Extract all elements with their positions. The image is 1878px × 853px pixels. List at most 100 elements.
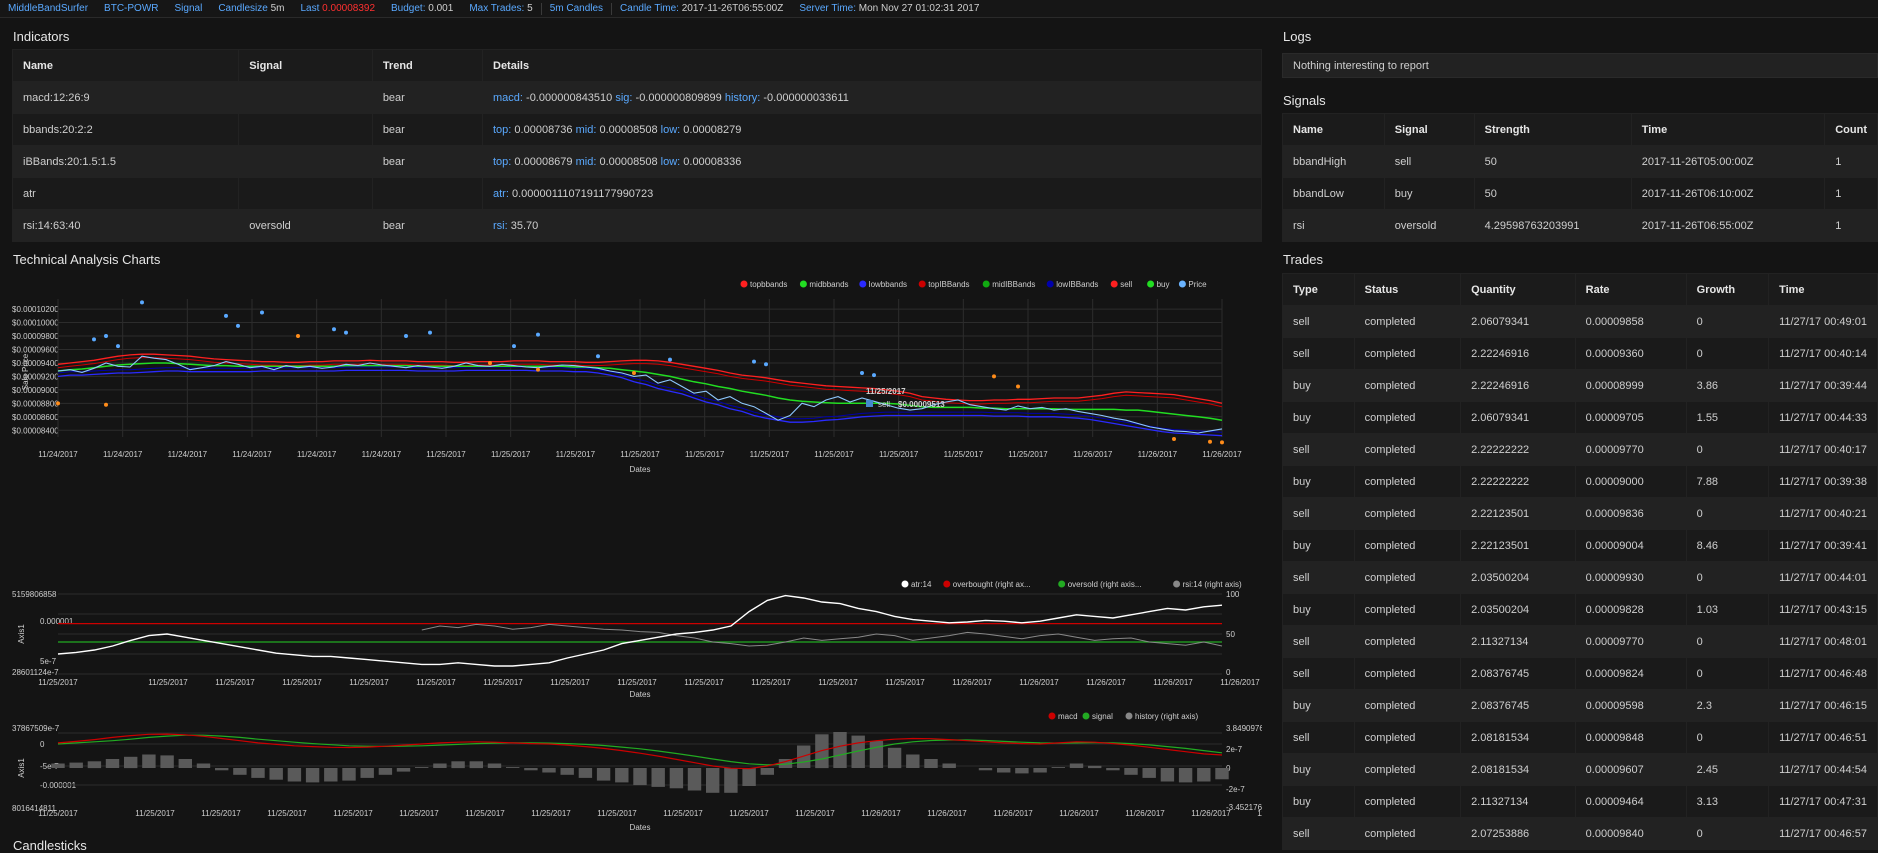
legend-item[interactable]: rsi:14 (right axis) xyxy=(1173,580,1242,589)
legend-item[interactable]: buy xyxy=(1147,280,1170,289)
legend-item[interactable]: lowbbands xyxy=(859,280,907,289)
detail-value: 0.00008336 xyxy=(683,155,742,168)
detail-key: rsi: xyxy=(493,219,508,232)
sell-point xyxy=(1208,439,1212,444)
legend-item[interactable]: lowIBBands xyxy=(1046,280,1099,289)
x-tick-label: 11/26/2017 xyxy=(1086,678,1126,687)
indicator-signal: oversold xyxy=(238,209,373,242)
macd-chart[interactable]: macd signal history (right axis) 37867509e-… xyxy=(0,706,1262,838)
histogram-bar xyxy=(942,763,956,768)
trade-type: buy xyxy=(1282,369,1355,402)
y-right-tick-label: 100 xyxy=(1226,590,1240,599)
legend-label: lowbbands xyxy=(869,280,907,289)
table-row: bbands:20:2:2 bear top: 0.00008736 mid: 0.… xyxy=(11,113,1262,146)
legend-item[interactable]: sell xyxy=(1110,280,1133,289)
indicators-title: Indicators xyxy=(13,29,70,44)
legend-item[interactable]: overbought (right ax... xyxy=(943,580,1031,589)
histogram-bar xyxy=(287,768,302,782)
trade-growth: 0 xyxy=(1685,721,1770,754)
detail-key: top: xyxy=(493,123,512,136)
trade-growth: 0 xyxy=(1685,497,1770,530)
detail-key: sig: xyxy=(615,91,633,104)
trade-rate: 0.00009828 xyxy=(1574,593,1687,626)
y-right-tick-label: -2e-7 xyxy=(1226,785,1245,794)
rsi-atr-chart[interactable]: atr:14 overbought (right ax... oversold (r… xyxy=(0,574,1262,704)
histogram-bar xyxy=(1051,767,1065,768)
legend-item[interactable]: Price xyxy=(1178,280,1207,289)
topbar-label: Signal xyxy=(174,3,203,14)
legend-item[interactable]: history (right axis) xyxy=(1125,712,1199,721)
detail-value: 35.70 xyxy=(510,219,539,232)
topbar-item: 5m Candles xyxy=(542,3,611,14)
buy-point xyxy=(992,374,996,379)
legend-label: signal xyxy=(1092,712,1113,721)
y-tick-label: $0.00009800 xyxy=(12,332,59,341)
detail-value: 0.00000111071911779907​23 xyxy=(511,187,654,200)
trade-rate: 0.00009770 xyxy=(1574,625,1687,658)
x-tick-label: 11/25/2017 xyxy=(38,809,78,818)
x-tick-label: 11/25/2017 xyxy=(885,678,925,687)
legend-item[interactable]: midbbands xyxy=(799,280,849,289)
column-header: Strength xyxy=(1473,113,1632,146)
trade-time: 11/27/17 00:43:15 xyxy=(1768,593,1878,626)
trade-time: 11/27/17 00:46:15 xyxy=(1768,689,1878,722)
y-tick-label: -5e-7 xyxy=(40,762,59,771)
legend-item[interactable]: oversold (right axis... xyxy=(1058,580,1142,589)
price-chart[interactable]: topbbands midbbands lowbbands topIBBands mid… xyxy=(0,272,1262,572)
legend-swatch xyxy=(1082,712,1090,720)
detail-value: 0.00008679 xyxy=(514,155,573,168)
price-point xyxy=(512,344,516,349)
indicator-trend: bear xyxy=(371,81,484,114)
x-axis-label: Dates xyxy=(630,465,651,474)
x-tick-label: 11/25/2017 xyxy=(531,809,571,818)
x-tick-label: 11/25/2017 xyxy=(215,678,255,687)
indicator-name: bbands:20:2:2 xyxy=(11,113,240,146)
table-row: rsi:14:63:40 oversold bear rsi: 35.70 xyxy=(11,209,1262,242)
histogram-bar xyxy=(305,768,320,783)
legend-item[interactable]: signal xyxy=(1082,712,1114,721)
trade-type: sell xyxy=(1282,817,1355,850)
table-row: sell completed 2.11327134 0.00009770 0 11/27/… xyxy=(1282,625,1878,658)
trade-quantity: 2.22222222 xyxy=(1460,465,1576,498)
legend-swatch xyxy=(1110,280,1118,288)
price-point xyxy=(428,330,432,335)
legend-item[interactable]: midIBBands xyxy=(982,280,1036,289)
trade-type: sell xyxy=(1282,337,1355,370)
trade-time: 11/27/17 00:39:41 xyxy=(1768,529,1878,562)
histogram-bar xyxy=(396,768,411,772)
trade-time: 11/27/17 00:47:31 xyxy=(1768,785,1878,818)
legend-item[interactable]: atr:14 xyxy=(901,580,933,589)
table-row: buy completed 2.22123501 0.00009004 8.46 11/2… xyxy=(1282,529,1878,562)
y-tick-label: $0.00009200 xyxy=(12,372,59,381)
legend-swatch xyxy=(1058,580,1066,588)
legend-swatch xyxy=(859,280,867,288)
x-tick-label: 11/26/2017 xyxy=(1220,678,1260,687)
trade-time: 11/27/17 00:40:17 xyxy=(1768,433,1878,466)
trade-time: 11/27/17 00:44:33 xyxy=(1768,401,1878,434)
detail-value: -0.000000809899 xyxy=(635,91,722,104)
trade-time: 11/27/17 00:44:54 xyxy=(1768,753,1878,786)
legend-item[interactable]: topbbands xyxy=(740,280,788,289)
histogram-bar xyxy=(469,761,483,769)
trade-type: sell xyxy=(1282,657,1355,690)
trade-quantity: 2.03500204 xyxy=(1460,561,1576,594)
x-tick-label: 11/25/2017 xyxy=(491,450,531,459)
histogram-bar xyxy=(524,768,538,771)
y-tick-label: $0.00008800 xyxy=(12,399,59,408)
table-row: sell completed 2.07253886 0.00009840 0 11/27/… xyxy=(1282,817,1878,850)
legend-item[interactable]: macd xyxy=(1048,712,1078,721)
signal-type: oversold xyxy=(1383,209,1475,242)
histogram-bar xyxy=(124,756,138,769)
legend-swatch xyxy=(901,580,909,588)
trade-rate: 0.00008999 xyxy=(1574,369,1687,402)
legend-item[interactable]: topIBBands xyxy=(918,280,970,289)
y-tick-label: 5159806858 xyxy=(12,590,57,599)
legend-swatch xyxy=(1046,280,1054,288)
rsi-line xyxy=(421,623,1223,647)
macd-line xyxy=(57,733,1223,770)
topIBBands-line xyxy=(57,357,1223,408)
sell-point xyxy=(632,371,636,376)
signal-line xyxy=(57,734,1223,766)
trade-quantity: 2.08181534 xyxy=(1460,753,1576,786)
candlesticks-title: Candlesticks xyxy=(13,838,87,853)
